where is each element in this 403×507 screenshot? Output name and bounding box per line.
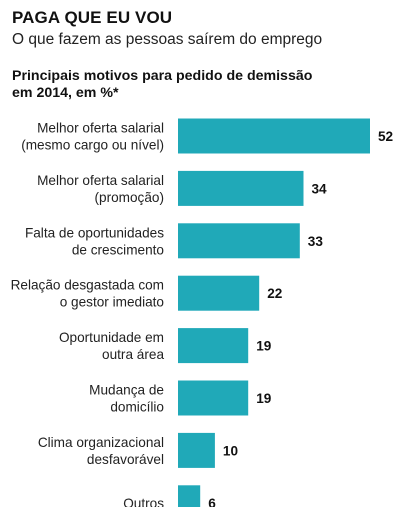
bar	[178, 485, 201, 507]
bar	[178, 380, 249, 416]
category-label: Melhor oferta salarial	[37, 121, 164, 136]
category-label: de crescimento	[72, 242, 164, 257]
bar	[178, 432, 215, 468]
category-label: Mudança de	[89, 383, 164, 398]
bar	[178, 328, 249, 364]
category-label: domicílio	[110, 400, 164, 415]
chart-heading-line-1: Principais motivos para pedido de demiss…	[12, 68, 313, 84]
bar	[178, 170, 304, 206]
category-label: Outros	[123, 496, 164, 507]
bar	[178, 118, 370, 154]
bar-value-label: 22	[267, 286, 283, 301]
category-label: Falta de oportunidades	[25, 225, 164, 240]
category-label: desfavorável	[87, 452, 164, 467]
bar	[178, 223, 300, 259]
category-label: Melhor oferta salarial	[37, 173, 164, 188]
bar-value-label: 52	[378, 129, 394, 144]
category-label: Oportunidade em	[59, 330, 164, 345]
bar-value-label: 19	[256, 339, 272, 354]
bar-value-label: 10	[223, 443, 238, 458]
category-label: outra área	[102, 347, 164, 362]
category-label: Clima organizacional	[38, 435, 164, 450]
bar-value-label: 34	[312, 181, 328, 196]
bar-value-label: 6	[208, 496, 216, 507]
category-label: o gestor imediato	[60, 295, 164, 310]
bar	[178, 275, 260, 311]
category-label: (promoção)	[94, 190, 164, 205]
category-label: Relação desgastada com	[11, 278, 164, 293]
chart-heading: Principais motivos para pedido de demiss…	[12, 68, 392, 102]
bar-value-label: 33	[308, 234, 324, 249]
chart-title: PAGA QUE EU VOU	[12, 8, 173, 27]
category-label: (mesmo cargo ou nível)	[21, 138, 164, 153]
chart-heading-line-2: em 2014, em %*	[12, 85, 119, 101]
chart-subtitle: O que fazem as pessoas saírem do emprego	[12, 31, 323, 48]
bar-value-label: 19	[256, 391, 272, 406]
